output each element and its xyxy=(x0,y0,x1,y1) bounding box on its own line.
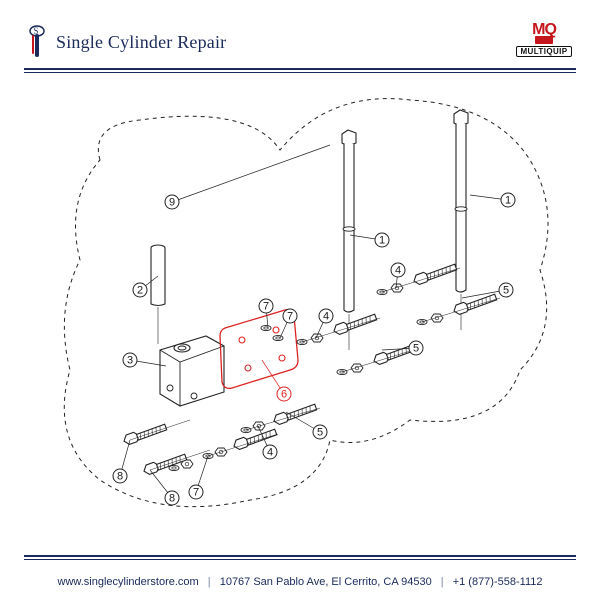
callout: 1 xyxy=(470,193,515,207)
footer-phone[interactable]: +1 (877)-558-1112 xyxy=(453,576,543,588)
callout: 1 xyxy=(350,233,389,247)
brand-logo-letter: S xyxy=(34,26,39,36)
bolt-part xyxy=(452,291,497,315)
header: S Single Cylinder Repair MQ MULTIQUIP xyxy=(0,20,600,70)
footer-address: 10767 San Pablo Ave, El Cerrito, CA 9453… xyxy=(220,576,432,588)
shaft-part xyxy=(342,130,356,350)
bolt-part xyxy=(412,261,457,285)
callout-number: 7 xyxy=(263,301,269,313)
mq-logo-sub: MULTIQUIP xyxy=(516,46,571,57)
footer-site[interactable]: www.singlecylinderstore.com xyxy=(58,576,199,588)
callout: 6 xyxy=(262,360,291,401)
bolt-part xyxy=(142,451,187,475)
callout: 5 xyxy=(462,283,513,298)
brand-logo-icon: S xyxy=(24,25,50,59)
nut-part xyxy=(391,284,403,292)
mq-logo-mark-icon xyxy=(535,36,553,44)
callout-number: 4 xyxy=(323,311,329,323)
callout-number: 8 xyxy=(169,493,175,505)
exploded-diagram: 9 1 1 2 3 4 5 4 5 7 7 6 4 5 7 8 8 xyxy=(30,80,570,540)
callout-number: 7 xyxy=(193,487,199,499)
nut-part xyxy=(431,314,443,322)
nut-part xyxy=(351,364,363,372)
washer-part xyxy=(273,335,283,340)
footer-sep: | xyxy=(441,576,444,588)
callout-number: 1 xyxy=(379,235,385,247)
callout: 8 xyxy=(113,440,130,483)
callout-number: 8 xyxy=(117,471,123,483)
callout-number: 2 xyxy=(137,285,143,297)
bolt-part xyxy=(272,401,317,425)
callout-number: 5 xyxy=(503,285,509,297)
header-divider xyxy=(24,68,576,73)
callout-number: 5 xyxy=(317,427,323,439)
callout-number: 4 xyxy=(395,265,401,277)
callout: 9 xyxy=(165,145,330,209)
callout-number: 3 xyxy=(127,355,133,367)
footer-divider xyxy=(24,555,576,560)
footer: www.singlecylinderstore.com | 10767 San … xyxy=(0,576,600,588)
footer-sep: | xyxy=(208,576,211,588)
callout-number: 1 xyxy=(505,195,511,207)
callout: 7 xyxy=(259,299,273,328)
callout-number: 5 xyxy=(413,343,419,355)
bolt-part xyxy=(122,421,167,445)
callout: 8 xyxy=(150,470,179,505)
callout-number: 9 xyxy=(169,197,175,209)
bolt-part xyxy=(332,311,377,335)
brand-title: Single Cylinder Repair xyxy=(56,32,226,53)
callout-number: 7 xyxy=(287,311,293,323)
callout-number: 4 xyxy=(267,447,273,459)
washer-part xyxy=(261,325,271,330)
callout-number: 6 xyxy=(281,389,287,401)
pin-part xyxy=(151,245,165,344)
bracket-part xyxy=(160,336,224,406)
mq-logo: MQ MULTIQUIP xyxy=(512,22,576,62)
brand-left: S Single Cylinder Repair xyxy=(24,25,226,59)
